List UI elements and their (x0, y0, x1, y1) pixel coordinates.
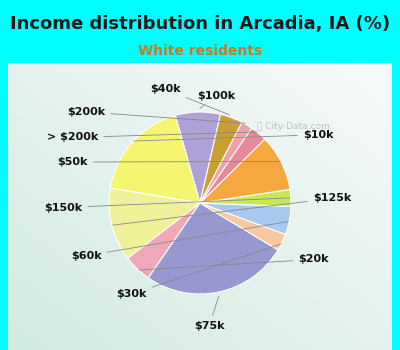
Text: White residents: White residents (138, 44, 262, 58)
Text: $50k: $50k (58, 157, 280, 167)
Text: > $200k: > $200k (47, 132, 257, 142)
Wedge shape (148, 203, 278, 294)
Wedge shape (200, 122, 252, 203)
Text: $60k: $60k (71, 222, 288, 261)
Text: $100k: $100k (197, 91, 236, 108)
Text: $75k: $75k (194, 296, 224, 331)
Text: $200k: $200k (67, 107, 245, 123)
Text: $125k: $125k (113, 194, 351, 225)
Text: $10k: $10k (134, 130, 334, 141)
Wedge shape (175, 112, 220, 203)
Text: $20k: $20k (139, 254, 329, 270)
Wedge shape (200, 189, 291, 206)
Wedge shape (200, 114, 242, 203)
Text: Income distribution in Arcadia, IA (%): Income distribution in Arcadia, IA (%) (10, 15, 390, 34)
Text: ⓘ City-Data.com: ⓘ City-Data.com (257, 122, 330, 131)
Text: $30k: $30k (116, 244, 281, 299)
Wedge shape (200, 128, 265, 203)
Wedge shape (200, 139, 290, 203)
Text: $40k: $40k (150, 84, 230, 115)
Wedge shape (200, 203, 291, 235)
Wedge shape (110, 116, 200, 203)
Wedge shape (128, 203, 200, 278)
Text: $150k: $150k (44, 198, 290, 212)
Wedge shape (109, 188, 200, 258)
Wedge shape (200, 203, 286, 250)
